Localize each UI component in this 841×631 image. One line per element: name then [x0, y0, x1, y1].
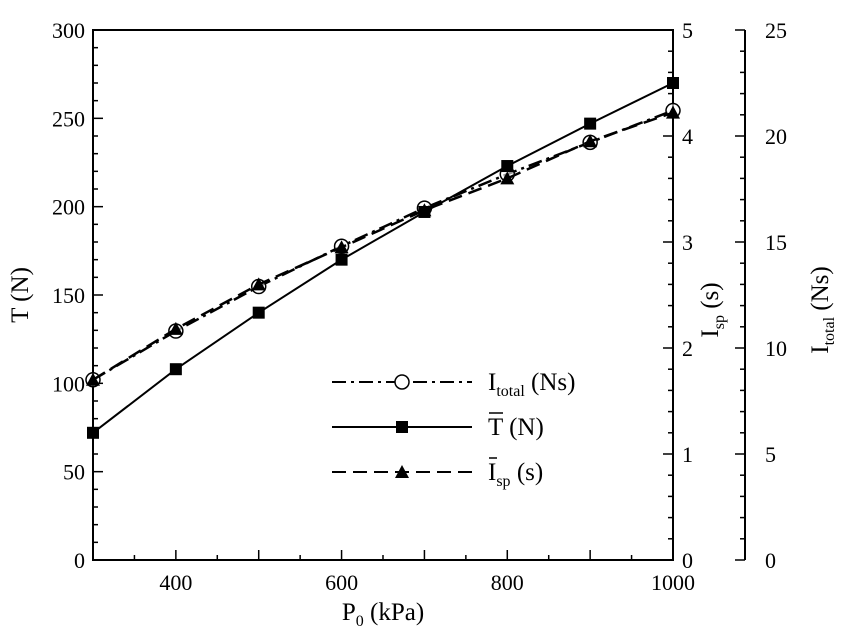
x-axis-title-unit: (kPa)	[364, 599, 424, 626]
plot-frame	[92, 29, 674, 561]
legend-tbar-main: T	[488, 414, 503, 441]
y-left-tick-label: 250	[52, 106, 85, 131]
series-line-tbar	[92, 82, 674, 434]
y-left-tick-label: 0	[74, 548, 85, 573]
legend-marker-ispbar	[395, 465, 409, 478]
point-ispbar	[168, 321, 183, 335]
legend-marker-itotal	[394, 374, 410, 390]
legend-ispbar-unit: (s)	[511, 459, 544, 486]
point-tbar	[87, 426, 99, 439]
y-left-tick-label: 100	[52, 371, 85, 396]
legend-entry-ispbar: Isp (s)	[332, 457, 543, 490]
legend-ispbar-main: I	[488, 459, 496, 486]
y-itotal-tick-label: 20	[765, 124, 787, 149]
point-tbar	[501, 160, 514, 173]
point-tbar	[169, 363, 182, 376]
y-left-tick-label: 150	[52, 283, 85, 308]
y-isp-tick-label: 5	[682, 18, 693, 43]
y-isp-title-main: I	[697, 329, 724, 337]
y-left-title-unit: (N)	[7, 267, 34, 308]
x-tick-label: 1000	[651, 570, 695, 595]
y-itotal-tick-label: 25	[765, 18, 787, 43]
legend-itotal-unit: (Ns)	[525, 369, 576, 396]
legend-entry-itotal: Itotal (Ns)	[332, 369, 575, 400]
point-tbar	[335, 253, 348, 266]
legend-tbar-unit: (N)	[503, 414, 544, 441]
legend-marker-tbar	[396, 421, 408, 433]
legend-itotal-main: I	[488, 369, 496, 396]
ticks-layer: 400 600 800 1000050100150200250300012345051…	[52, 18, 787, 595]
x-axis-title-sub: 0	[356, 613, 364, 630]
y-itotal-title-unit: (Ns)	[807, 266, 834, 317]
y-isp-tick-label: 4	[682, 124, 693, 149]
y-isp-title-sub: sp	[711, 315, 728, 329]
legend-label-tbar: T (N)	[488, 414, 544, 441]
point-ispbar	[666, 105, 680, 119]
y-isp-tick-label: 3	[682, 230, 693, 255]
x-tick-label: 400	[159, 570, 192, 595]
legend: Itotal (Ns) T (N) Isp (s)	[332, 369, 575, 490]
y-itotal-title-main: I	[807, 345, 834, 353]
y-isp-tick-label: 1	[682, 442, 693, 467]
legend-entry-tbar: T (N)	[332, 412, 544, 441]
point-tbar	[584, 117, 597, 130]
legend-itotal-sub: total	[496, 383, 525, 400]
y-isp-title-unit: (s)	[697, 282, 724, 315]
y-left-tick-label: 300	[52, 18, 85, 43]
y-left-title-main: T	[7, 308, 34, 323]
x-tick-label: 600	[325, 570, 358, 595]
x-tick-label: 800	[491, 570, 524, 595]
series-layer	[85, 77, 681, 439]
y-isp-axis-title: Isp (s)	[697, 282, 728, 337]
y-itotal-tick-label: 10	[765, 336, 787, 361]
y-itotal-title-sub: total	[821, 316, 838, 345]
point-ispbar	[583, 134, 598, 148]
point-ispbar	[417, 203, 432, 217]
y-itotal-tick-label: 15	[765, 230, 787, 255]
series-line-itotal	[92, 109, 674, 381]
y-isp-tick-label: 0	[682, 548, 693, 573]
y-itotal-axis-title: Itotal (Ns)	[807, 266, 838, 353]
legend-label-ispbar: Isp (s)	[488, 459, 543, 490]
point-ispbar	[86, 372, 100, 386]
y-left-tick-label: 200	[52, 195, 85, 220]
y-isp-tick-label: 2	[682, 336, 693, 361]
point-ispbar	[500, 171, 515, 185]
y-itotal-tick-label: 0	[765, 548, 776, 573]
y-left-axis-title: T (N)	[7, 267, 34, 323]
point-ispbar	[334, 240, 349, 254]
point-tbar	[667, 77, 679, 89]
x-axis-title-main: P	[342, 599, 356, 626]
point-tbar	[252, 306, 265, 319]
x-axis-title: P0 (kPa)	[342, 599, 424, 630]
series-line-ispbar	[92, 111, 674, 381]
legend-label-itotal: Itotal (Ns)	[488, 369, 575, 400]
legend-ispbar-sub: sp	[496, 473, 510, 490]
y-itotal-tick-label: 5	[765, 442, 776, 467]
y-left-tick-label: 50	[63, 460, 85, 485]
point-ispbar	[251, 277, 266, 291]
